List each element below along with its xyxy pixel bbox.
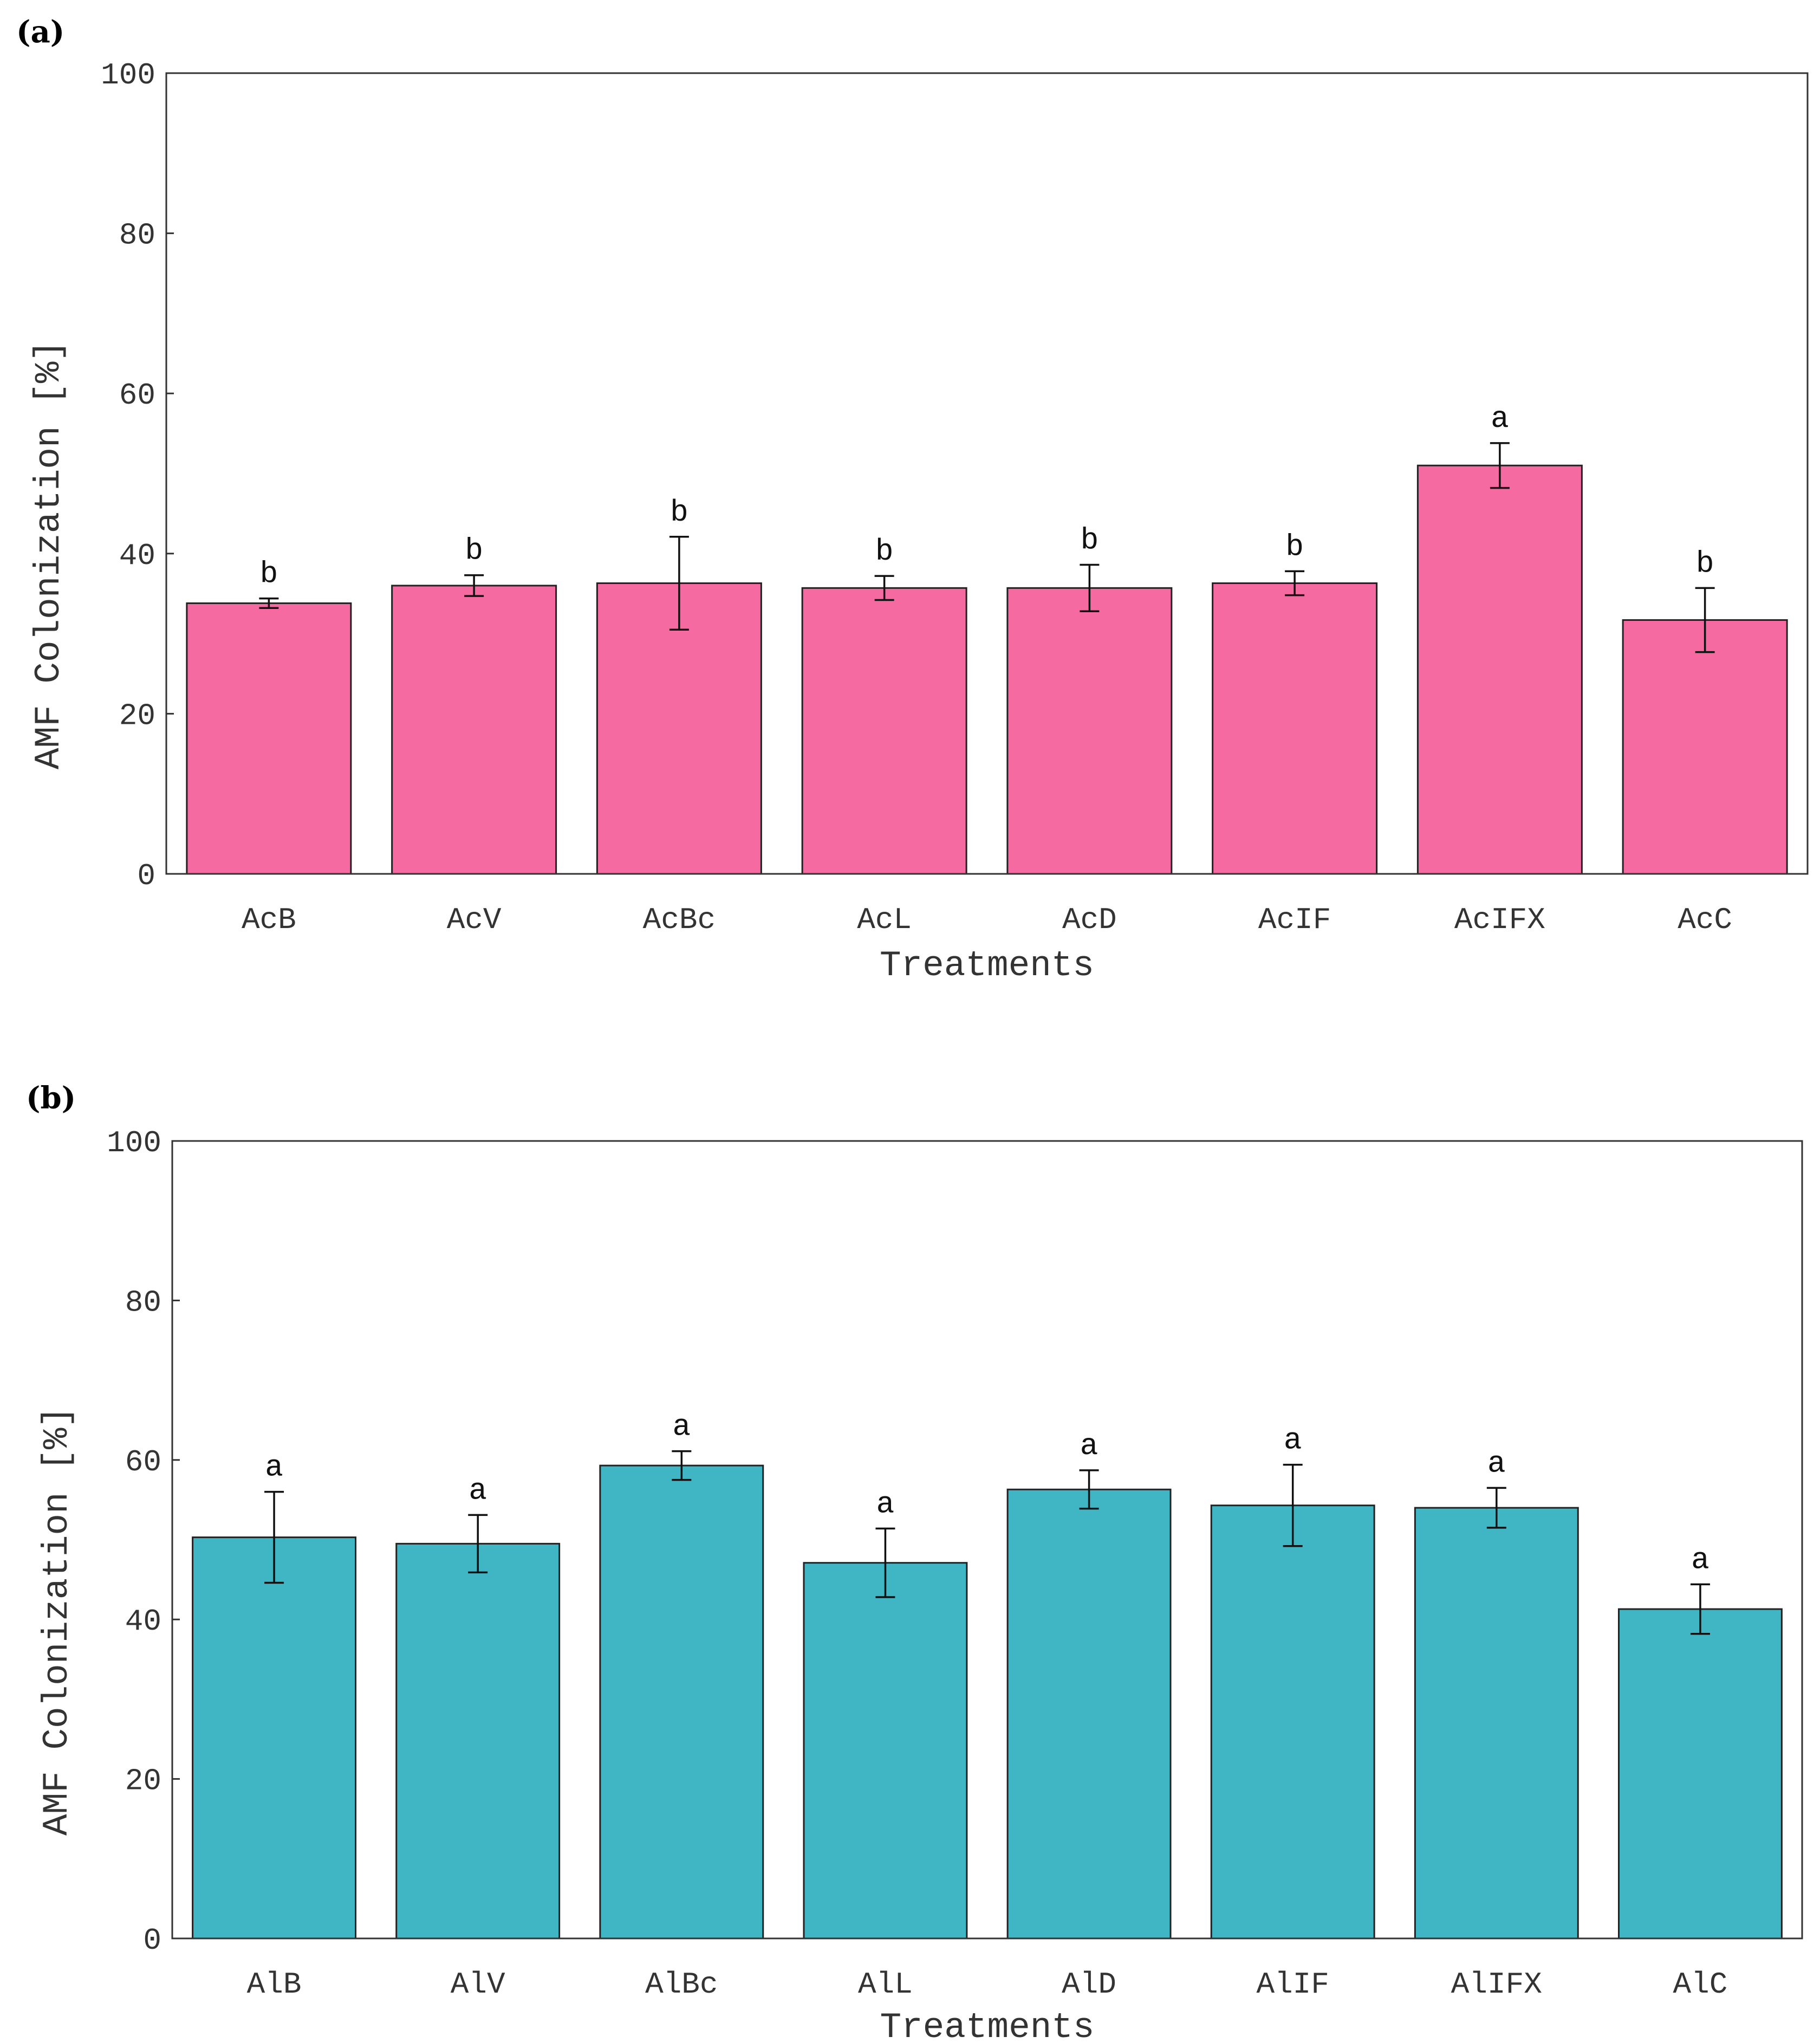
bar-AcC (1622, 619, 1788, 875)
bar-AlIFX (1414, 1507, 1579, 1940)
y-tick-label-20: 20 (125, 1764, 161, 1799)
y-tick-label-80: 80 (125, 1285, 161, 1320)
significance-letter-AcV: b (465, 534, 483, 568)
x-tick-label-AlD: AlD (1062, 1967, 1116, 2002)
significance-letter-AcC: b (1696, 546, 1714, 581)
y-tick-label-100: 100 (107, 1126, 161, 1160)
error-bar-AcV (464, 574, 484, 597)
x-tick-label-AlBc: AlBc (645, 1967, 718, 2002)
y-axis-a: 0 20 40 60 80 100 (101, 58, 174, 893)
bar-AcV (391, 585, 557, 875)
panel-label-a: (a) (16, 14, 64, 50)
bar-AcIFX (1416, 464, 1583, 875)
significance-letter-AlL: a (876, 1487, 895, 1521)
bar-AlC (1617, 1608, 1783, 1940)
x-tick-label-AcD: AcD (1062, 903, 1117, 937)
significance-letters-a: b b b b b b a b (260, 401, 1714, 592)
significance-letter-AlIF: a (1284, 1423, 1302, 1458)
x-tick-label-AlL: AlL (858, 1967, 913, 2002)
bar-AcBc (596, 582, 762, 875)
error-bar-AcC (1695, 587, 1715, 653)
significance-letter-AlB: a (265, 1450, 283, 1485)
error-bar-AlD (1079, 1469, 1099, 1510)
x-axis-b: AlB AlV AlBc AlL AlD AlIF AlIFX AlC (247, 1967, 1728, 2002)
x-tick-label-AcL: AcL (857, 903, 912, 937)
significance-letter-AcBc: b (670, 495, 688, 530)
error-bar-AcD (1080, 563, 1100, 612)
x-tick-label-AlV: AlV (451, 1967, 505, 2002)
significance-letter-AlBc: a (673, 1410, 691, 1444)
y-tick-label-20: 20 (119, 698, 155, 733)
x-tick-label-AlC: AlC (1673, 1967, 1728, 2002)
y-tick-label-40: 40 (125, 1604, 161, 1639)
error-bars-b (264, 1450, 1710, 1635)
error-bar-AcB (259, 597, 279, 609)
bar-AcIF (1212, 582, 1378, 875)
significance-letter-AlV: a (469, 1473, 487, 1508)
error-bar-AlIF (1283, 1463, 1303, 1547)
bar-AlV (395, 1542, 561, 1940)
bar-AlB (192, 1536, 357, 1940)
x-tick-label-AcIFX: AcIFX (1454, 903, 1545, 937)
bar-AlIF (1210, 1504, 1375, 1940)
error-bar-AlC (1690, 1583, 1710, 1635)
error-bar-AlL (875, 1527, 895, 1598)
error-bars-a (259, 442, 1715, 653)
bar-AlL (803, 1562, 968, 1940)
y-axis-title-a: AMF Colonization [%] (29, 340, 69, 769)
significance-letter-AcIF: b (1285, 529, 1304, 564)
y-tick-label-100: 100 (101, 58, 155, 93)
x-axis-a: AcB AcV AcBc AcL AcD AcIF AcIFX AcC (242, 903, 1732, 937)
y-tick-label-60: 60 (125, 1445, 161, 1480)
error-bar-AcBc (669, 536, 689, 631)
plot-area-a (165, 72, 1809, 875)
x-axis-title-a: Treatments (880, 945, 1094, 986)
significance-letter-AcD: b (1081, 523, 1099, 557)
x-tick-label-AcIF: AcIF (1258, 903, 1331, 937)
bar-AcB (186, 602, 352, 875)
x-tick-label-AcB: AcB (242, 903, 296, 937)
error-bar-AcIF (1285, 570, 1305, 596)
error-bar-AlBc (672, 1450, 692, 1481)
y-tick-label-60: 60 (119, 378, 155, 413)
bar-AcD (1006, 587, 1173, 875)
plot-area-b (171, 1140, 1803, 1940)
x-tick-label-AcBc: AcBc (643, 903, 716, 937)
error-bar-AlIFX (1486, 1487, 1506, 1529)
x-axis-title-b: Treatments (880, 2007, 1094, 2043)
x-tick-label-AlIF: AlIF (1256, 1967, 1329, 2002)
significance-letter-AcL: b (875, 534, 894, 569)
panel-label-b: (b) (26, 1080, 76, 1116)
significance-letter-AlD: a (1080, 1429, 1098, 1463)
significance-letters-b: a a a a a a a a (265, 1410, 1709, 1578)
x-tick-label-AlIFX: AlIFX (1451, 1967, 1542, 2002)
error-bar-AcL (874, 575, 894, 601)
error-bar-AlV (468, 1514, 488, 1574)
y-tick-label-80: 80 (119, 218, 155, 253)
y-axis-title-b: AMF Colonization [%] (37, 1406, 77, 1836)
y-axis-b: 0 20 40 60 80 100 (107, 1126, 180, 1958)
significance-letter-AlIFX: a (1487, 1446, 1506, 1481)
error-bar-AlB (264, 1490, 284, 1584)
x-tick-label-AcC: AcC (1678, 903, 1732, 937)
significance-letter-AlC: a (1691, 1542, 1709, 1577)
bars-a (186, 464, 1788, 875)
y-tick-label-0: 0 (137, 859, 155, 893)
bar-AlD (1006, 1488, 1172, 1940)
bar-AlBc (599, 1464, 764, 1940)
x-tick-label-AcV: AcV (447, 903, 502, 937)
error-bar-AcIFX (1490, 442, 1510, 489)
x-tick-label-AlB: AlB (247, 1967, 302, 2002)
bar-AcL (801, 587, 967, 875)
bars-b (192, 1464, 1783, 1940)
y-tick-label-40: 40 (119, 539, 155, 573)
significance-letter-AcIFX: a (1491, 401, 1509, 436)
significance-letter-AcB: b (260, 557, 278, 592)
y-tick-label-0: 0 (143, 1923, 161, 1958)
